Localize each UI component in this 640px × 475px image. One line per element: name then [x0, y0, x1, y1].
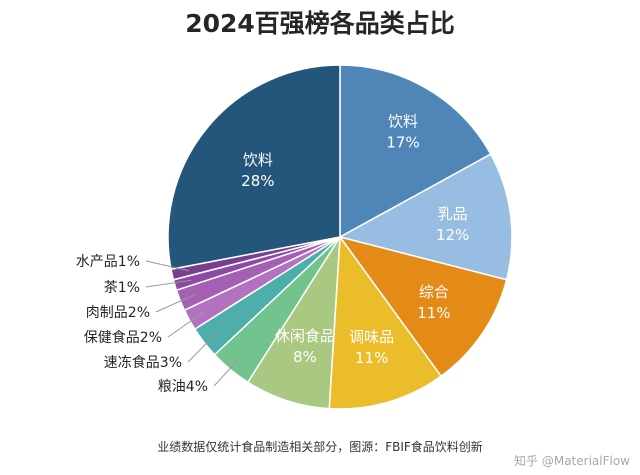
leader-line-保健食品 [167, 311, 205, 338]
slice-label-粮油: 粮油4% [158, 379, 208, 395]
watermark: 知乎 @MaterialFlow [514, 454, 630, 468]
leader-line-肉制品 [155, 293, 197, 313]
slice-label-name: 饮料 [243, 151, 273, 169]
leader-line-粮油 [213, 355, 242, 387]
slice-label-调味品: 调味品 11% [349, 328, 394, 367]
slice-label-value: 11% [355, 349, 388, 367]
slice-label-速冻食品: 速冻食品3% [104, 354, 182, 371]
slice-label-name: 休闲食品 [275, 327, 335, 345]
slice-label-value: 11% [417, 304, 450, 322]
slice-label-name: 饮料 [388, 112, 418, 130]
slice-label-value: 8% [293, 348, 317, 366]
slice-label-value: 28% [241, 172, 274, 190]
leader-line-水产品 [145, 260, 190, 272]
slice-label-饮料: 饮料 28% [241, 151, 274, 190]
slice-label-name: 乳品 [438, 205, 468, 223]
slice-label-保健食品: 保健食品2% [84, 329, 162, 346]
chart-title: 2024百强榜各品类占比 [185, 9, 455, 38]
slice-label-name: 综合 [419, 283, 449, 301]
pie-slice-乳品 [337, 153, 513, 281]
slice-label-value: 12% [436, 226, 469, 244]
slice-label-水产品: 水产品1% [76, 254, 140, 270]
slice-label-name: 调味品 [349, 328, 394, 346]
slice-label-茶: 茶1% [104, 280, 140, 296]
pie-slice-综合 [338, 235, 508, 378]
slice-label-肉制品: 肉制品2% [86, 305, 150, 321]
slice-label-综合: 综合 11% [417, 283, 450, 322]
slice-label-饮料: 饮料 17% [386, 112, 419, 151]
pie-slice-饮料 [167, 64, 341, 271]
slice-label-乳品: 乳品 12% [436, 205, 469, 244]
pie-slice-饮料 [339, 64, 492, 239]
slice-label-休闲食品: 休闲食品 8% [275, 327, 335, 366]
leader-line-茶 [145, 279, 192, 288]
slice-label-value: 17% [386, 133, 419, 151]
source-note: 业绩数据仅统计食品制造相关部分，图源：FBIF食品饮料创新 [157, 440, 483, 454]
leader-line-速冻食品 [187, 331, 219, 363]
pie-slice-调味品 [328, 234, 443, 410]
